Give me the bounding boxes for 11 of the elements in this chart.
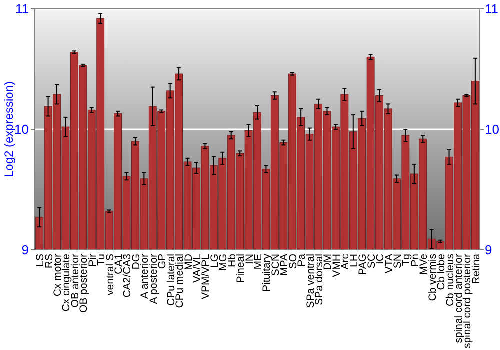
x-tick-label: DG	[130, 254, 142, 270]
y-tick-label: 9	[22, 242, 29, 258]
y-axis-title: Log2 (expression)	[2, 81, 16, 178]
y2-tick-label: 11	[485, 2, 498, 17]
y-tick-label: 11	[16, 2, 29, 17]
x-tick-label: OB posterior	[78, 254, 90, 313]
x-tick-label: RS	[43, 254, 56, 269]
y2-tick-label: 10	[485, 122, 500, 138]
y-tick-label: 10	[14, 122, 29, 138]
x-tick-label: A posterior	[148, 254, 160, 304]
y2-tick-label: 9	[485, 242, 492, 258]
